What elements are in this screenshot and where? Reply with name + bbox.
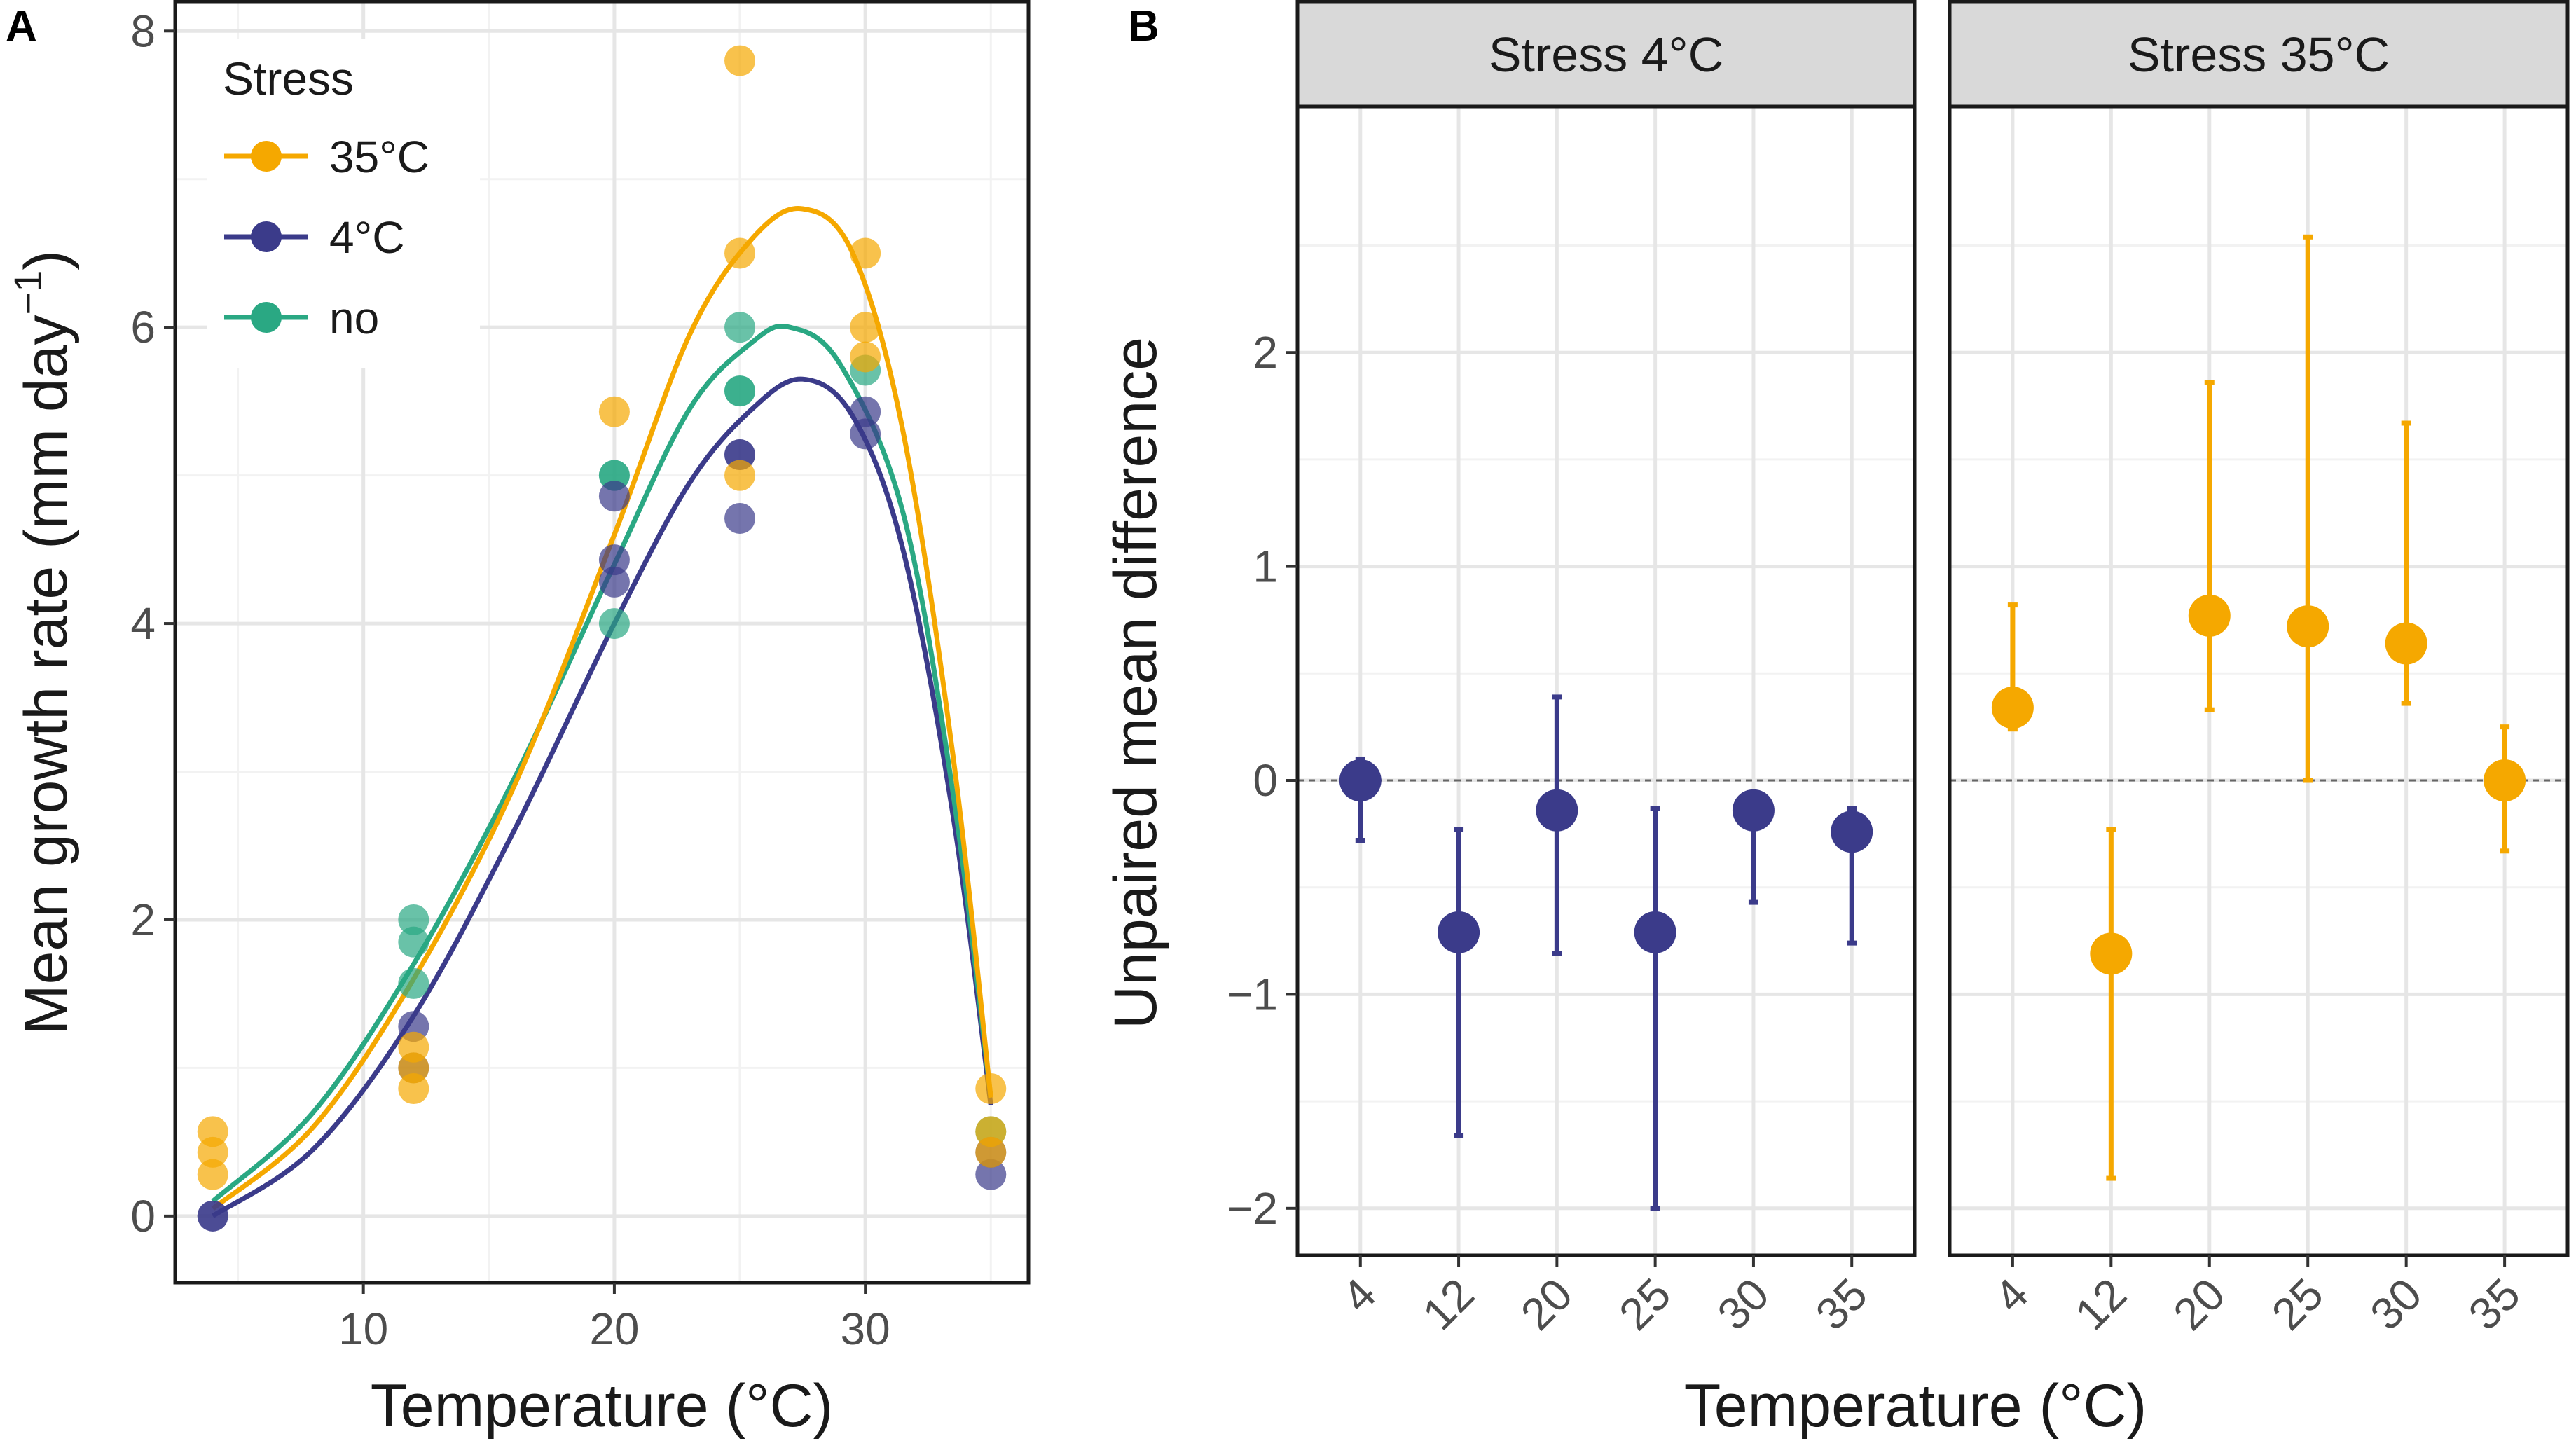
panel-a: A 10 20 30 0 2 4 6 8 Stress 35°C 4°C no Temperatu…: [6, 0, 1031, 1440]
x-tick-label: 30: [841, 1304, 890, 1354]
data-point-no: [398, 967, 429, 999]
legend-key-dot: [251, 221, 282, 252]
panel-a-frame: [173, 0, 1031, 1285]
x-tick-label: 20: [589, 1304, 639, 1354]
facet-strip-label: Stress 35°C: [2128, 27, 2390, 82]
x-tick-label: 25: [1609, 1269, 1680, 1339]
legend-title: Stress: [223, 53, 354, 104]
legend-items: 35°C 4°C no: [224, 132, 429, 343]
facet-2: Stress 35°C 4 12 20 25 30 35: [1948, 0, 2570, 1339]
legend-key-dot: [251, 302, 282, 333]
data-point-35°C: [724, 237, 756, 269]
x-tick-label: 10: [338, 1304, 388, 1354]
facet-frame: [1295, 104, 1917, 1257]
facet-strip: [1948, 0, 2570, 109]
x-tick-label: 30: [2360, 1269, 2431, 1339]
data-point-35°C: [975, 1136, 1007, 1168]
data-point-35°C: [850, 341, 881, 373]
panel-a-x-axis-title: Temperature (°C): [371, 1372, 833, 1440]
mean-difference-point: [2287, 605, 2329, 648]
panel-a-y-axis-title-main: Mean growth rate (mm day: [13, 315, 80, 1035]
y-tick-label: 0: [1253, 755, 1278, 806]
y-tick-label: 2: [130, 895, 156, 945]
y-tick-label: −2: [1227, 1183, 1278, 1234]
data-point-no: [398, 904, 429, 935]
data-point-35°C: [724, 45, 756, 76]
data-point-35°C: [975, 1073, 1007, 1105]
legend-key-dot: [251, 141, 282, 172]
y-tick-label: 1: [1253, 542, 1278, 592]
panel-b-x-axis-title: Temperature (°C): [1684, 1372, 2147, 1440]
mean-difference-point: [2385, 622, 2427, 665]
data-point-35°C: [850, 237, 881, 269]
x-tick-label: 12: [1413, 1269, 1484, 1339]
data-point-4°C: [598, 544, 630, 576]
data-point-no: [724, 312, 756, 343]
data-point-no: [598, 608, 630, 640]
panel-b-tag: B: [1128, 2, 1159, 50]
y-tick-label: 0: [130, 1191, 156, 1241]
x-tick-label: 20: [2163, 1269, 2234, 1339]
mean-difference-point: [1732, 789, 1775, 832]
data-point-4°C: [598, 481, 630, 512]
mean-difference-point: [1339, 759, 1382, 802]
x-tick-label: 35: [1806, 1269, 1877, 1339]
mean-difference-point: [2484, 759, 2526, 802]
x-tick-label: 4: [1332, 1269, 1386, 1322]
data-point-4°C: [850, 418, 881, 450]
y-tick-label: 6: [130, 302, 156, 352]
facet-strip: [1295, 0, 1917, 109]
mean-difference-point: [1991, 687, 2034, 729]
mean-difference-point: [2090, 932, 2133, 975]
data-point-35°C: [724, 460, 756, 491]
x-tick-label: 30: [1708, 1269, 1779, 1339]
x-tick-label: 35: [2459, 1269, 2530, 1339]
data-point-35°C: [398, 1073, 429, 1105]
mean-difference-point: [1536, 789, 1578, 832]
mean-difference-point: [1438, 911, 1480, 953]
panel-a-y-axis-title: Mean growth rate (mm day−1): [6, 250, 80, 1035]
panel-a-points: [197, 45, 1007, 1232]
panel-a-y-axis-title-superscript: −1: [6, 270, 50, 315]
panel-a-tag: A: [6, 2, 37, 50]
mean-difference-point: [1634, 911, 1676, 953]
data-point-35°C: [197, 1159, 228, 1190]
data-point-no: [398, 926, 429, 958]
legend: Stress 35°C 4°C no: [207, 39, 480, 368]
x-tick-label: 20: [1511, 1269, 1582, 1339]
y-tick-label: 8: [130, 6, 156, 56]
data-point-35°C: [197, 1136, 228, 1168]
panel-b-facets: Stress 4°C 4 12 20 25 30 35 Stress 35°C 4 12 20 25 3…: [1295, 0, 2570, 1339]
x-tick-label: 12: [2065, 1269, 2136, 1339]
facet-strip-label: Stress 4°C: [1489, 27, 1723, 82]
legend-label: 35°C: [329, 132, 429, 182]
panel-a-y-axis-title-close: ): [13, 250, 80, 270]
data-point-4°C: [197, 1200, 228, 1232]
mean-difference-point: [2188, 594, 2231, 637]
mean-difference-point: [1831, 811, 1873, 853]
data-point-35°C: [598, 396, 630, 427]
data-point-4°C: [598, 566, 630, 598]
panel-b-y-ticks: −2 −1 0 1 2: [1227, 327, 1297, 1234]
facet-1: Stress 4°C 4 12 20 25 30 35: [1295, 0, 1917, 1339]
y-tick-label: 4: [130, 598, 156, 649]
data-point-4°C: [724, 502, 756, 534]
legend-label: 4°C: [329, 212, 404, 263]
legend-label: no: [329, 293, 379, 343]
x-tick-label: 25: [2262, 1269, 2333, 1339]
facet-frame: [1948, 104, 2570, 1257]
data-point-no: [724, 375, 756, 407]
y-tick-label: −1: [1227, 969, 1278, 1019]
data-point-35°C: [850, 312, 881, 343]
panel-a-ticks: 10 20 30 0 2 4 6 8: [130, 6, 890, 1354]
panel-b-y-axis-title: Unpaired mean difference: [1102, 337, 1169, 1029]
data-point-4°C: [850, 396, 881, 427]
data-point-4°C: [975, 1159, 1007, 1190]
x-tick-label: 4: [1985, 1269, 2038, 1322]
y-tick-label: 2: [1253, 327, 1278, 378]
